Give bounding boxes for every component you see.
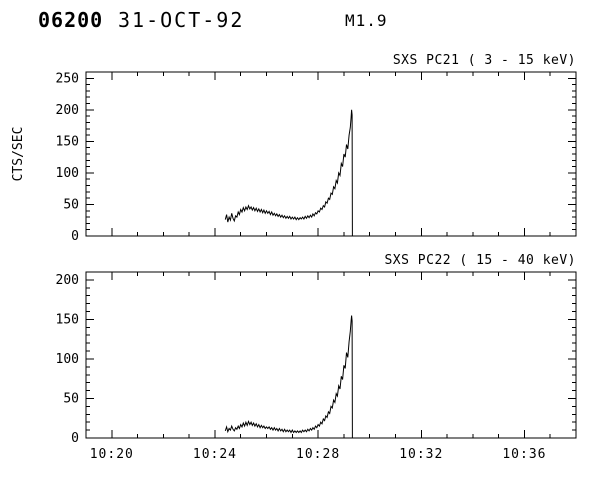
svg-text:10:24: 10:24	[193, 447, 237, 462]
svg-text:10:28: 10:28	[296, 447, 340, 462]
svg-text:0: 0	[71, 431, 79, 446]
svg-text:10:32: 10:32	[399, 447, 443, 462]
svg-text:100: 100	[56, 166, 79, 181]
svg-text:100: 100	[56, 352, 79, 367]
plot-sxs-pc22: 10:20 10:24 10:28 10:32 10:36 0 50 100 150 200 SXS…	[56, 253, 577, 462]
svg-text:50: 50	[63, 391, 79, 406]
svg-text:200: 200	[56, 273, 79, 288]
svg-text:150: 150	[56, 312, 79, 327]
observation-date: 31-OCT-92	[118, 8, 245, 32]
svg-text:10:20: 10:20	[90, 447, 134, 462]
svg-text:SXS PC21 ( 3 - 15 keV): SXS PC21 ( 3 - 15 keV)	[393, 53, 576, 68]
svg-text:0: 0	[71, 229, 79, 244]
svg-text:50: 50	[63, 197, 79, 212]
svg-text:200: 200	[56, 103, 79, 118]
plot-sxs-pc21: 0 50 100 150 200 250 SXS PC21 ( 3 - 15 keV) CTS…	[11, 53, 577, 244]
observation-id: 06200	[38, 8, 104, 32]
svg-text:150: 150	[56, 134, 79, 149]
svg-text:250: 250	[56, 71, 79, 86]
svg-text:CTS/SEC: CTS/SEC	[11, 127, 26, 182]
svg-text:10:36: 10:36	[502, 447, 546, 462]
flare-class: M1.9	[345, 11, 388, 30]
svg-text:SXS PC22 ( 15 - 40 keV): SXS PC22 ( 15 - 40 keV)	[384, 253, 576, 268]
